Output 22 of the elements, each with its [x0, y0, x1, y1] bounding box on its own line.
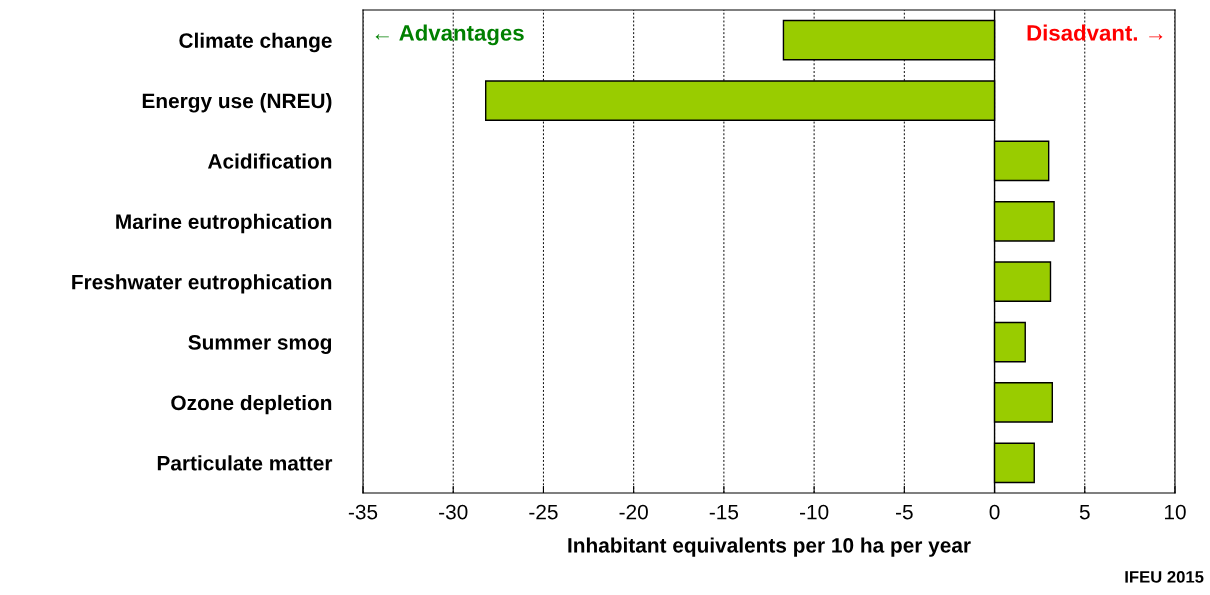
y-tick-label: Marine eutrophication [116, 213, 332, 234]
x-tick-label: 5 [1079, 504, 1090, 520]
text: IFEU 2015 [1125, 570, 1204, 583]
x-tick-label: -10 [799, 504, 829, 520]
x-tick-label: -20 [619, 504, 648, 520]
y-tick-label: Freshwater eutrophication [72, 274, 332, 294]
x-tick-label: -35 [348, 504, 378, 520]
y-tick-label: Energy use (NREU) [142, 93, 332, 113]
x-tick-label: -15 [709, 504, 739, 520]
y-tick-label: Particulate matter [157, 455, 333, 471]
x-tick-label: -5 [896, 504, 913, 520]
annotation: ← Advantages [375, 24, 524, 46]
x-axis-title: Inhabitant equivalents per 10 ha per year [568, 537, 971, 557]
y-tick-label: Acidification [207, 153, 332, 169]
x-tick-label: 0 [989, 504, 1000, 520]
y-tick-label: Ozone depletion [171, 394, 332, 415]
x-tick-label: -30 [439, 504, 468, 520]
annotation: Disadvant. → [1027, 24, 1163, 41]
x-tick-label: -25 [529, 504, 558, 520]
y-tick-label: Summer smog [188, 335, 332, 354]
x-tick-label: 10 [1165, 504, 1186, 520]
y-tick-label: Climate change [179, 32, 332, 53]
